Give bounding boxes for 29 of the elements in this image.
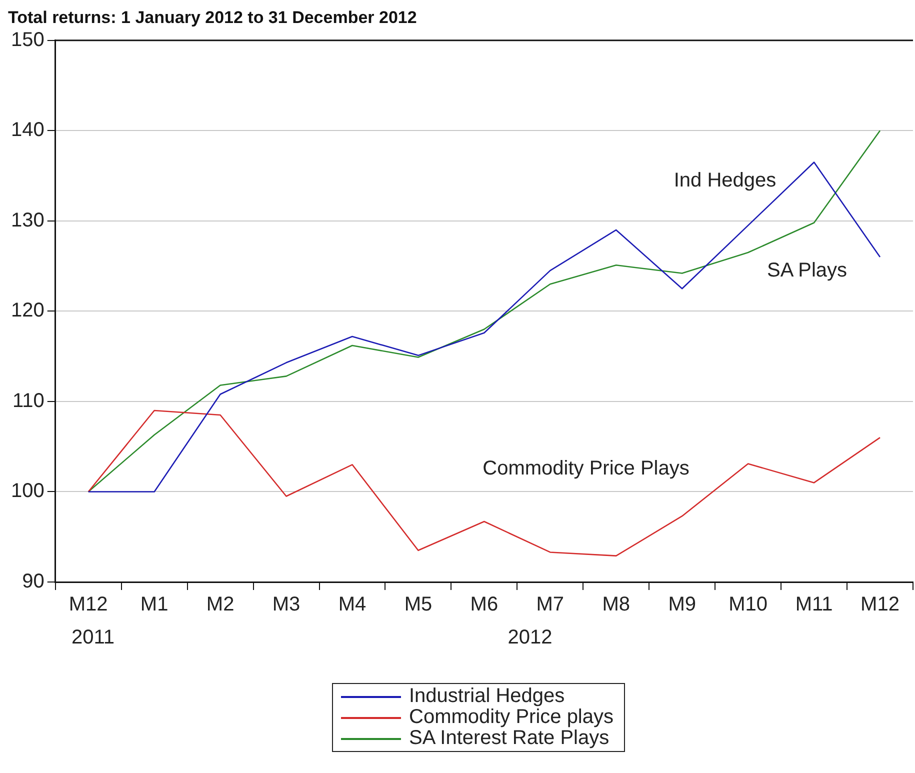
x-tick-label: M3 [272, 594, 300, 616]
y-tick-label: 90 [22, 570, 44, 593]
x-tick-label: M1 [140, 594, 168, 616]
y-tick-label: 150 [10, 28, 44, 51]
x-tick-label: M12 [68, 594, 108, 616]
x-tick-label: M6 [470, 594, 498, 616]
y-tick-label: 130 [10, 209, 44, 232]
annotation: SA Plays [766, 260, 848, 282]
legend-label: SA Interest Rate Plays [408, 727, 610, 749]
legend-label: Commodity Price plays [408, 706, 614, 728]
x-tick-label: M5 [404, 594, 432, 616]
annotation: Commodity Price Plays [482, 458, 690, 480]
annotation: Ind Hedges [674, 170, 776, 192]
text: 2012 [508, 626, 552, 649]
y-tick-label: 120 [10, 300, 44, 322]
x-tick-label: M12 [860, 594, 900, 616]
text: 2011 [71, 626, 115, 649]
x-tick-label: M9 [668, 594, 696, 616]
x-tick-label: M2 [206, 594, 234, 616]
legend-label: Industrial Hedges [408, 685, 566, 707]
y-tick-label: 110 [12, 390, 44, 412]
x-tick-label: M11 [795, 594, 833, 616]
x-tick-label: M8 [602, 594, 630, 616]
x-tick-label: M7 [536, 594, 564, 616]
y-tick-label: 140 [10, 119, 44, 142]
x-tick-label: M4 [338, 594, 366, 616]
x-tick-label: M10 [728, 594, 768, 616]
chart-title: Total returns: 1 January 2012 to 31 December 2012 [8, 8, 417, 27]
y-tick-label: 100 [10, 480, 44, 502]
